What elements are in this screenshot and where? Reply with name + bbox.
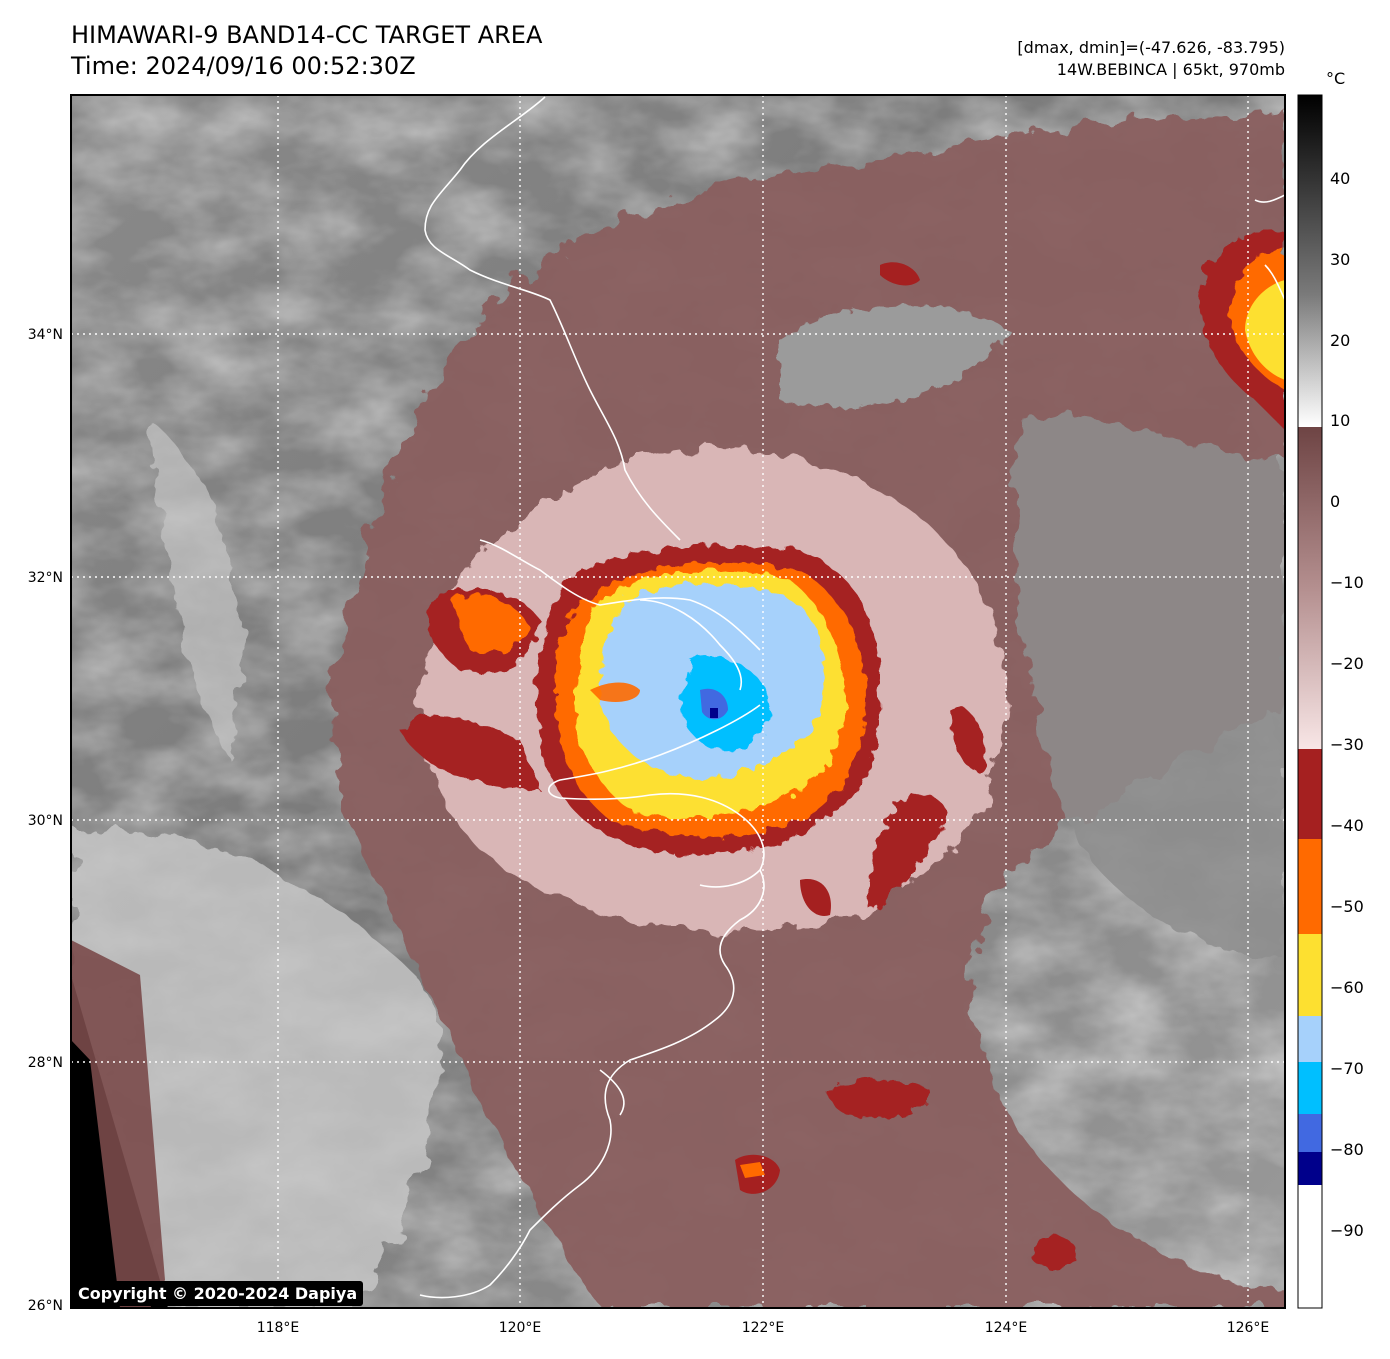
colorbar-tick: 30	[1330, 250, 1350, 269]
colorbar-tick: −60	[1330, 978, 1364, 997]
imagery	[71, 95, 1285, 1308]
lon-label: 126°E	[1227, 1320, 1270, 1336]
colorbar-tick: −80	[1330, 1140, 1364, 1159]
dmax-dmin-readout: [dmax, dmin]=(-47.626, -83.795)	[1017, 38, 1285, 57]
colorbar-tick: −30	[1330, 735, 1364, 754]
colorbar-tick: −70	[1330, 1059, 1364, 1078]
copyright-badge: Copyright © 2020-2024 Dapiya	[72, 1281, 364, 1306]
colorbar-tick: 20	[1330, 331, 1350, 350]
lat-label: 34°N	[28, 327, 63, 343]
colorbar-tick: −10	[1330, 573, 1364, 592]
lon-label: 124°E	[985, 1320, 1028, 1336]
longitude-labels: 118°E 120°E 122°E 124°E 126°E	[257, 1320, 1270, 1336]
colorbar-tick: −20	[1330, 654, 1364, 673]
lon-label: 122°E	[742, 1320, 785, 1336]
storm-info: 14W.BEBINCA | 65kt, 970mb	[1056, 60, 1285, 79]
colorbar-tick: 0	[1330, 492, 1340, 511]
colorbar-unit: °C	[1326, 69, 1345, 88]
map-frame	[70, 94, 1286, 1309]
lon-label: 118°E	[257, 1320, 300, 1336]
colorbar-tick: −50	[1330, 897, 1364, 916]
lon-label: 120°E	[499, 1320, 542, 1336]
colorbar-tick: 40	[1330, 169, 1350, 188]
graticule	[71, 95, 1285, 1308]
colorbar-tick: 10	[1330, 411, 1350, 430]
lat-label: 32°N	[28, 570, 63, 586]
chart-title: HIMAWARI-9 BAND14-CC TARGET AREA	[71, 21, 543, 49]
latitude-labels: 34°N 32°N 30°N 28°N 26°N	[28, 327, 63, 1314]
lat-label: 30°N	[28, 813, 63, 829]
lat-label: 26°N	[28, 1298, 63, 1314]
lat-label: 28°N	[28, 1055, 63, 1071]
observation-time: Time: 2024/09/16 00:52:30Z	[71, 52, 416, 80]
colorbar: °C 40 30 20 10 0 −10 −20 −30 −40 −50 −60…	[1297, 69, 1364, 1309]
colorbar-tick: −90	[1330, 1221, 1364, 1240]
colorbar-tick: −40	[1330, 816, 1364, 835]
